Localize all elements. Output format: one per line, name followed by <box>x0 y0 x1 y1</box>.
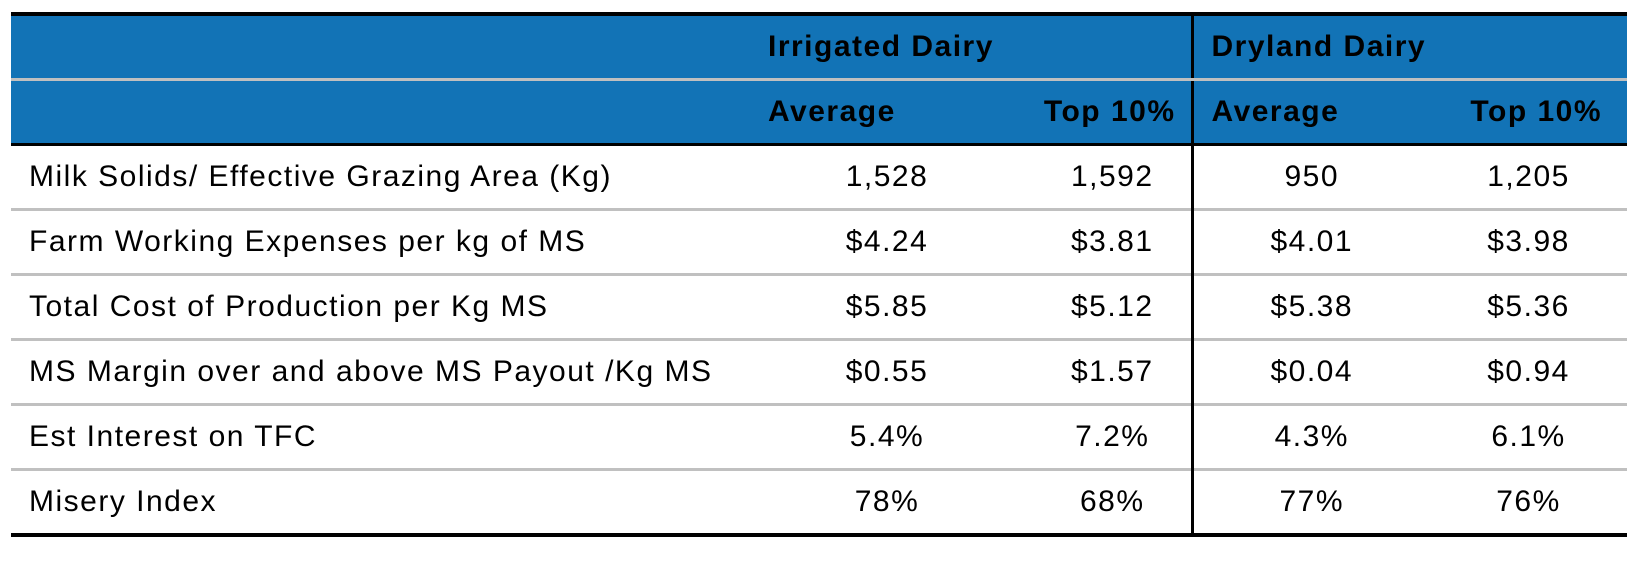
cell-dryland-top10: $5.36 <box>1430 273 1628 340</box>
column-header-dryland-top10: Top 10% <box>1430 79 1628 146</box>
cell-irrigated-average: 1,528 <box>740 144 1034 210</box>
table-row-milk-solids: Milk Solids/ Effective Grazing Area (Kg)… <box>11 144 1628 210</box>
cell-irrigated-top10: $1.57 <box>1034 338 1193 405</box>
column-header-dryland-average: Average <box>1190 79 1431 146</box>
column-header-irrigated-top10: Top 10% <box>1034 79 1193 146</box>
cell-irrigated-average: 78% <box>740 468 1034 535</box>
column-group-header-row: Irrigated Dairy Dryland Dairy <box>11 14 1628 81</box>
header-spacer-cell <box>11 14 740 81</box>
cell-irrigated-average: 5.4% <box>740 403 1034 470</box>
table-row-ms-margin: MS Margin over and above MS Payout /Kg M… <box>11 338 1628 405</box>
cell-dryland-average: 4.3% <box>1190 403 1431 470</box>
header-spacer-cell <box>11 79 740 146</box>
row-label: Farm Working Expenses per kg of MS <box>11 208 740 275</box>
cell-irrigated-top10: $5.12 <box>1034 273 1193 340</box>
cell-dryland-top10: $0.94 <box>1430 338 1628 405</box>
table-row-misery-index: Misery Index 78% 68% 77% 76% <box>11 468 1628 535</box>
cell-dryland-average: 950 <box>1190 144 1431 210</box>
column-group-irrigated-dairy: Irrigated Dairy <box>740 14 1193 81</box>
row-label: MS Margin over and above MS Payout /Kg M… <box>11 338 740 405</box>
row-label: Misery Index <box>11 468 740 535</box>
cell-dryland-top10: 6.1% <box>1430 403 1628 470</box>
cell-irrigated-top10: 68% <box>1034 468 1193 535</box>
row-label: Total Cost of Production per Kg MS <box>11 273 740 340</box>
cell-dryland-average: $5.38 <box>1190 273 1431 340</box>
column-group-dryland-dairy: Dryland Dairy <box>1190 14 1628 81</box>
cell-dryland-average: 77% <box>1190 468 1431 535</box>
sub-header-row: Average Top 10% Average Top 10% <box>11 79 1628 146</box>
cell-dryland-average: $0.04 <box>1190 338 1431 405</box>
cell-dryland-top10: 1,205 <box>1430 144 1628 210</box>
table-row-est-interest-on-tfc: Est Interest on TFC 5.4% 7.2% 4.3% 6.1% <box>11 403 1628 470</box>
cell-irrigated-average: $4.24 <box>740 208 1034 275</box>
table-row-total-cost-of-production: Total Cost of Production per Kg MS $5.85… <box>11 273 1628 340</box>
cell-irrigated-average: $0.55 <box>740 338 1034 405</box>
row-label: Est Interest on TFC <box>11 403 740 470</box>
cell-irrigated-average: $5.85 <box>740 273 1034 340</box>
table-row-farm-working-expenses: Farm Working Expenses per kg of MS $4.24… <box>11 208 1628 275</box>
cell-irrigated-top10: $3.81 <box>1034 208 1193 275</box>
dairy-benchmark-table: Irrigated Dairy Dryland Dairy Average To… <box>11 12 1628 537</box>
cell-dryland-average: $4.01 <box>1190 208 1431 275</box>
row-label: Milk Solids/ Effective Grazing Area (Kg) <box>11 144 740 210</box>
cell-dryland-top10: 76% <box>1430 468 1628 535</box>
cell-dryland-top10: $3.98 <box>1430 208 1628 275</box>
column-header-irrigated-average: Average <box>740 79 1034 146</box>
cell-irrigated-top10: 7.2% <box>1034 403 1193 470</box>
cell-irrigated-top10: 1,592 <box>1034 144 1193 210</box>
